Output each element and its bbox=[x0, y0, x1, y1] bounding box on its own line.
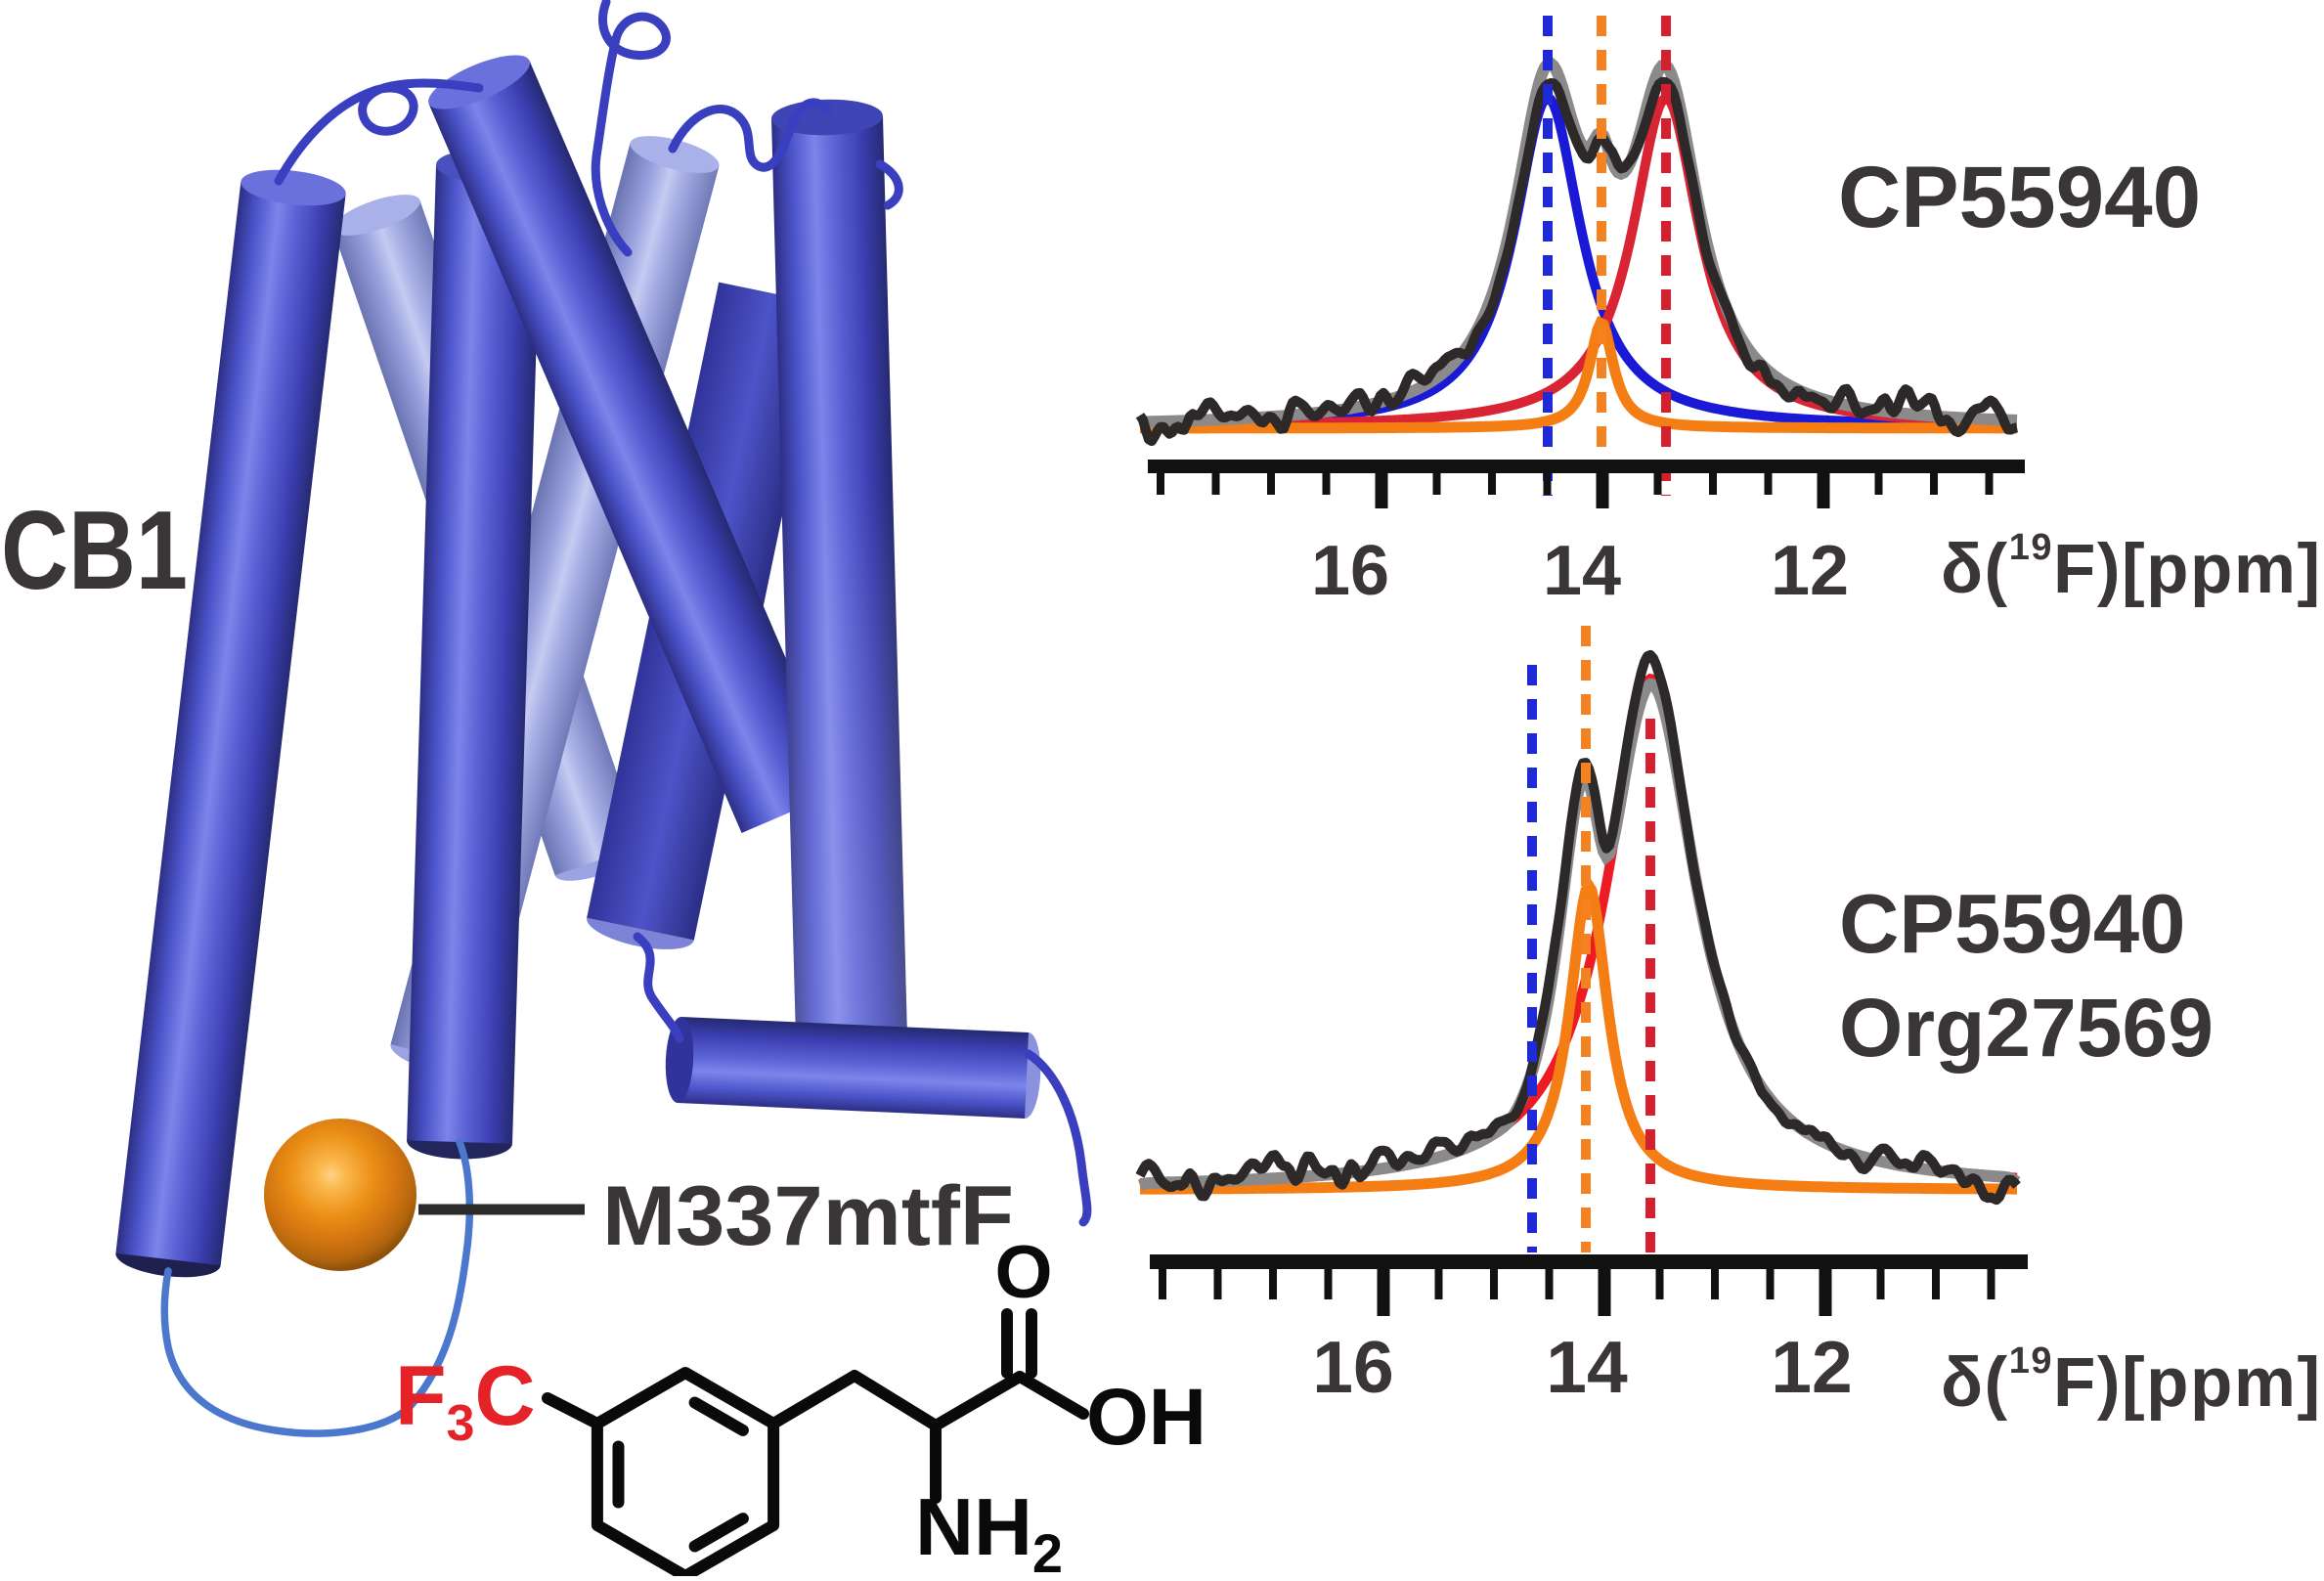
svg-text:Org27569: Org27569 bbox=[1839, 982, 2214, 1074]
svg-text:δ(19F)[ppm]: δ(19F)[ppm] bbox=[1941, 527, 2322, 608]
svg-text:OH: OH bbox=[1086, 1373, 1206, 1462]
svg-text:CP55940: CP55940 bbox=[1839, 878, 2185, 971]
svg-text:O: O bbox=[994, 1231, 1052, 1314]
svg-text:CP55940: CP55940 bbox=[1838, 148, 2201, 245]
svg-text:F3C: F3C bbox=[395, 1349, 536, 1452]
svg-text:M337mtfF: M337mtfF bbox=[602, 1169, 1014, 1263]
svg-text:16: 16 bbox=[1311, 532, 1389, 610]
svg-text:16: 16 bbox=[1312, 1326, 1393, 1408]
svg-text:14: 14 bbox=[1546, 1326, 1628, 1408]
svg-text:δ(19F)[ppm]: δ(19F)[ppm] bbox=[1941, 1340, 2322, 1422]
svg-text:14: 14 bbox=[1543, 532, 1621, 610]
svg-text:12: 12 bbox=[1771, 532, 1849, 610]
svg-text:CB1: CB1 bbox=[1, 489, 188, 613]
svg-text:12: 12 bbox=[1771, 1326, 1852, 1408]
